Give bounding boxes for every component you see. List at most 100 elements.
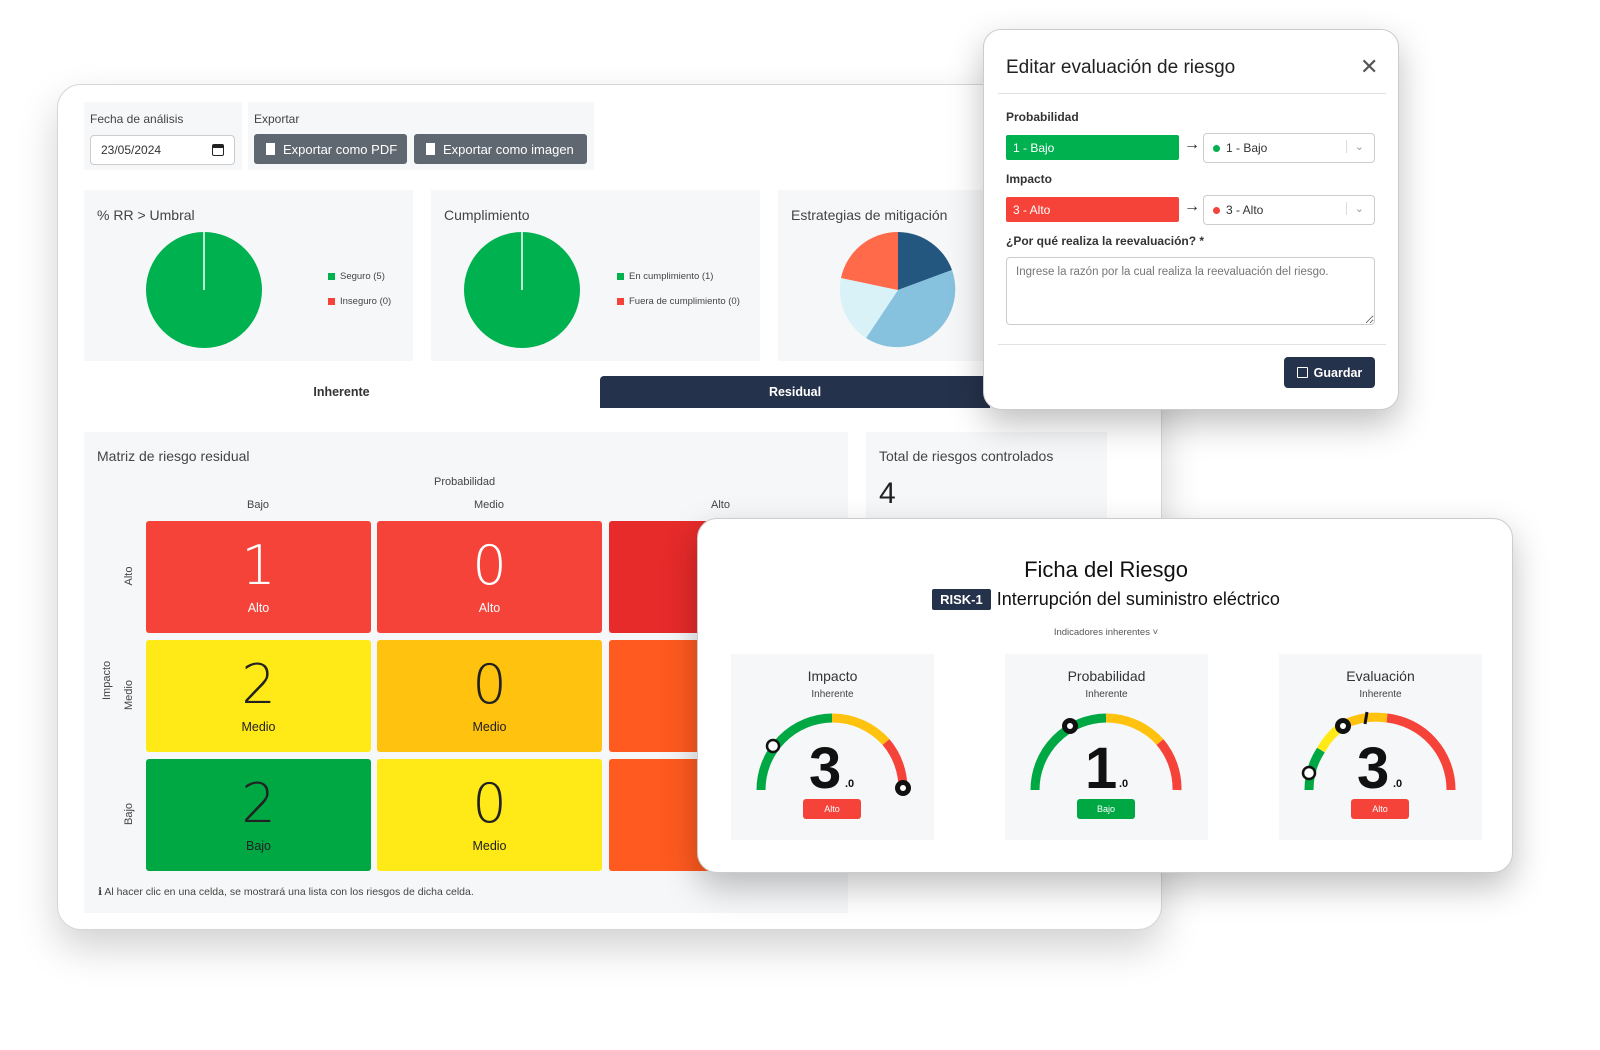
save-icon bbox=[1296, 367, 1308, 378]
compliance-chart-panel: Cumplimiento En cumplimiento (1) Fuera d… bbox=[431, 190, 760, 361]
compliance-pie-chart bbox=[464, 232, 580, 348]
matrix-title: Matriz de riesgo residual bbox=[97, 448, 250, 464]
gauge-card-evaluacion: Evaluación Inherente 3 .0 Alto bbox=[1279, 654, 1482, 840]
edit-risk-modal: Editar evaluación de riesgo ✕ Probabilid… bbox=[983, 29, 1399, 410]
gauge-card-probabilidad: Probabilidad Inherente 1 .0 Bajo bbox=[1005, 654, 1208, 840]
risk-dashboard: Fecha de análisis 23/05/2024 Exportar Ex… bbox=[57, 84, 1162, 930]
gauge-value: 3 bbox=[809, 736, 842, 801]
cell-level: Bajo bbox=[245, 839, 272, 853]
gauge-card-impacto: Impacto Inherente 3 .0 Alto bbox=[731, 654, 934, 840]
export-image-label: Exportar como imagen bbox=[443, 141, 574, 157]
cell-count: 0 bbox=[472, 772, 507, 835]
export-pdf-label: Exportar como PDF bbox=[283, 141, 398, 157]
modal-title: Editar evaluación de riesgo bbox=[1006, 57, 1236, 78]
matrix-cell-bajo-bajo[interactable]: 2 Bajo bbox=[146, 759, 371, 871]
matrix-cell-medio-medio[interactable]: 0 Medio bbox=[377, 640, 602, 752]
strategies-title: Estrategias de mitigación bbox=[791, 207, 948, 223]
legend-fuera-cumplimiento: Fuera de cumplimiento (0) bbox=[617, 296, 740, 307]
col-label-medio: Medio bbox=[474, 499, 504, 511]
evaluation-gauge bbox=[1301, 711, 1456, 791]
cell-count: 1 bbox=[241, 534, 276, 597]
impact-select[interactable]: 3 - Alto ⌄ bbox=[1203, 195, 1375, 225]
col-label-alto: Alto bbox=[711, 499, 730, 511]
gauge-value: 1 bbox=[1085, 736, 1118, 801]
impact-label: Impacto bbox=[1006, 172, 1053, 186]
save-button[interactable]: Guardar bbox=[1284, 357, 1375, 388]
cell-count: 2 bbox=[241, 653, 276, 716]
gauge-subtitle: Inherente bbox=[811, 689, 854, 700]
matrix-info-note: ℹ Al hacer clic en una celda, se mostrar… bbox=[98, 886, 474, 898]
indicators-toggle[interactable]: Indicadores inherentes ˅ bbox=[698, 627, 1514, 638]
legend-inseguro: Inseguro (0) bbox=[328, 296, 391, 307]
row-label-bajo: Bajo bbox=[123, 802, 135, 826]
risk-id-badge: RISK-1 bbox=[932, 589, 991, 610]
date-value: 23/05/2024 bbox=[101, 143, 162, 157]
tab-inherente[interactable]: Inherente bbox=[313, 385, 370, 399]
file-pdf-icon bbox=[266, 143, 275, 155]
gauge-value: 3 bbox=[1357, 736, 1390, 801]
cell-level: Medio bbox=[472, 720, 507, 734]
risk-sheet-card: Ficha del Riesgo RISK-1 Interrupción del… bbox=[697, 518, 1513, 873]
gauge-subtitle: Inherente bbox=[1359, 689, 1402, 700]
cell-level: Medio bbox=[241, 720, 276, 734]
col-label-bajo: Bajo bbox=[247, 499, 270, 511]
risk-header: RISK-1 Interrupción del suministro eléct… bbox=[698, 589, 1514, 610]
total-title: Total de riesgos controlados bbox=[879, 448, 1054, 464]
chevron-down-icon: ⌄ bbox=[1345, 202, 1364, 215]
total-controlled-panel: Total de riesgos controlados 4 bbox=[866, 432, 1107, 522]
gauge-decimal: .0 bbox=[845, 778, 855, 790]
calendar-icon[interactable] bbox=[212, 144, 224, 156]
close-icon[interactable]: ✕ bbox=[1360, 54, 1379, 79]
strategies-pie-chart bbox=[839, 231, 956, 348]
strategies-chart-panel: Estrategias de mitigación bbox=[778, 190, 988, 361]
sheet-title: Ficha del Riesgo bbox=[1024, 557, 1188, 582]
legend-en-cumplimiento: En cumplimiento (1) bbox=[617, 271, 713, 282]
file-image-icon bbox=[426, 143, 435, 155]
cell-level: Medio bbox=[472, 839, 507, 853]
export-pdf-button[interactable]: Exportar como PDF bbox=[254, 134, 407, 164]
gauge-badge: Alto bbox=[803, 799, 861, 819]
impact-current-bar: 3 - Alto bbox=[1006, 197, 1179, 222]
impact-select-value: 3 - Alto bbox=[1226, 203, 1264, 217]
matrix-cell-alto-medio[interactable]: 0 Alto bbox=[377, 521, 602, 633]
red-dot-icon bbox=[1213, 206, 1220, 214]
date-filter-panel: Fecha de análisis 23/05/2024 bbox=[84, 102, 242, 170]
export-label: Exportar bbox=[254, 112, 300, 126]
row-label-alto: Alto bbox=[123, 566, 135, 586]
legend-seguro: Seguro (5) bbox=[328, 271, 385, 282]
probability-select-value: 1 - Bajo bbox=[1226, 141, 1268, 155]
date-input[interactable]: 23/05/2024 bbox=[90, 135, 235, 165]
export-image-button[interactable]: Exportar como imagen bbox=[414, 134, 587, 164]
indicators-label: Indicadores inherentes bbox=[1053, 627, 1150, 638]
cell-level: Alto bbox=[247, 601, 270, 615]
row-label-medio: Medio bbox=[123, 680, 135, 710]
gauge-badge: Alto bbox=[1351, 799, 1409, 819]
arrow-right-icon: → bbox=[1184, 198, 1200, 215]
cell-count: 2 bbox=[241, 772, 276, 835]
matrix-cell-alto-bajo[interactable]: 1 Alto bbox=[146, 521, 371, 633]
impact-axis-title: Impacto bbox=[101, 660, 113, 700]
impact-gauge bbox=[756, 713, 911, 796]
reason-textarea[interactable] bbox=[1006, 257, 1375, 325]
rr-pie-chart bbox=[146, 232, 262, 348]
matrix-cell-bajo-medio[interactable]: 0 Medio bbox=[377, 759, 602, 871]
modal-header-divider bbox=[998, 93, 1386, 94]
risk-name: Interrupción del suministro eléctrico bbox=[996, 589, 1280, 609]
reason-label: ¿Por qué realiza la reevaluación? * bbox=[1006, 234, 1205, 248]
probability-label: Probabilidad bbox=[1006, 110, 1079, 124]
probability-current-bar: 1 - Bajo bbox=[1006, 135, 1179, 160]
export-panel: Exportar Exportar como PDF Exportar como… bbox=[248, 102, 594, 170]
probability-axis-title: Probabilidad bbox=[434, 476, 496, 488]
cell-count: 0 bbox=[472, 534, 507, 597]
gauge-badge: Bajo bbox=[1077, 799, 1135, 819]
tab-residual[interactable]: Residual bbox=[600, 376, 990, 408]
cell-level: Alto bbox=[478, 601, 501, 615]
gauge-decimal: .0 bbox=[1119, 778, 1129, 790]
cell-count: 0 bbox=[472, 653, 507, 716]
rr-title: % RR > Umbral bbox=[97, 207, 195, 223]
modal-footer-divider bbox=[998, 344, 1386, 345]
compliance-title: Cumplimiento bbox=[444, 207, 530, 223]
probability-select[interactable]: 1 - Bajo ⌄ bbox=[1203, 133, 1375, 163]
matrix-cell-medio-bajo[interactable]: 2 Medio bbox=[146, 640, 371, 752]
gauge-title: Evaluación bbox=[1346, 668, 1415, 684]
